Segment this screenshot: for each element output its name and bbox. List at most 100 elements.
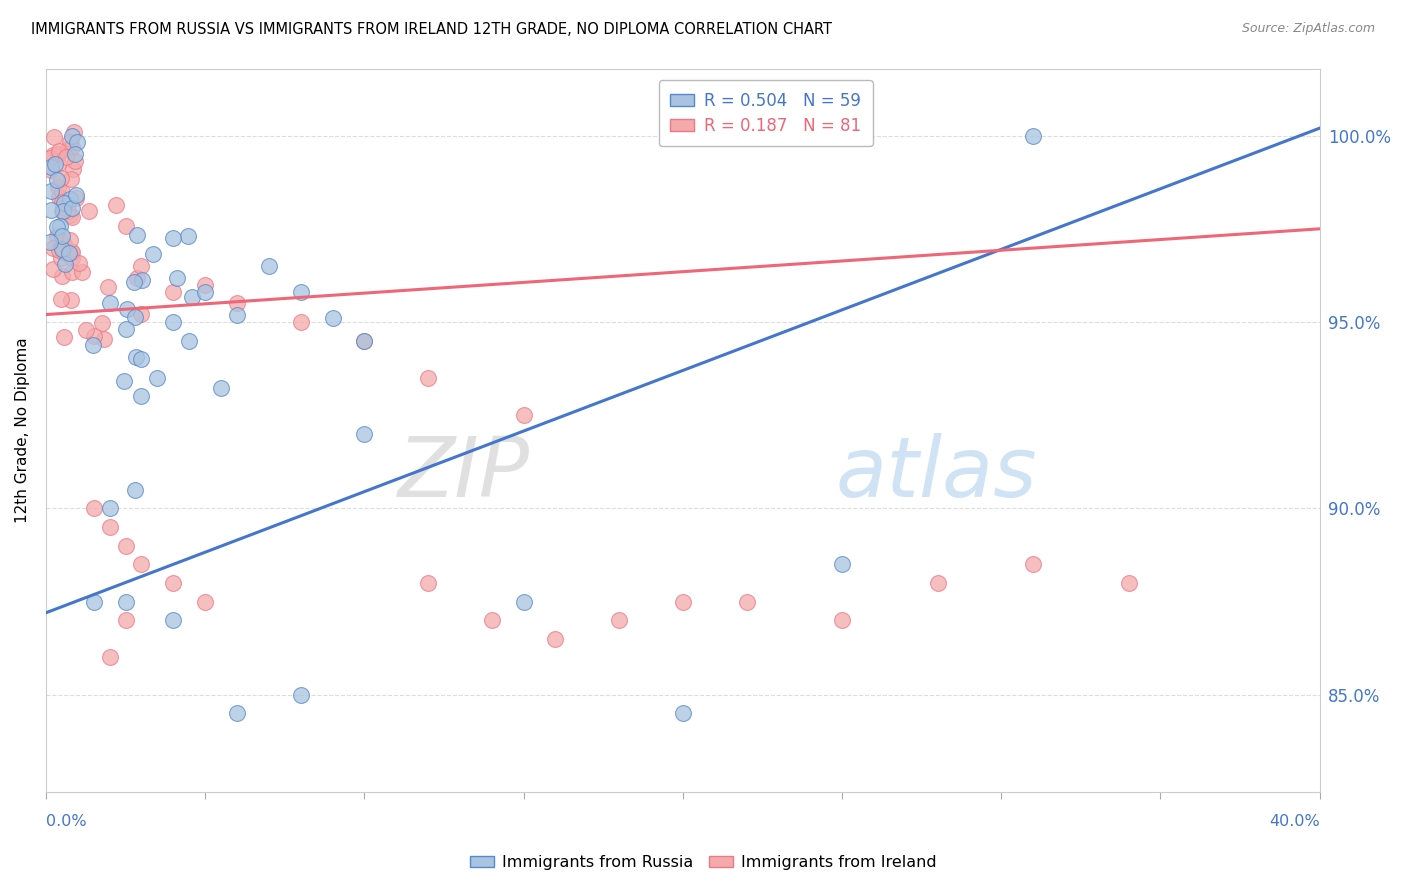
Point xyxy=(41,184,63,198)
Point xyxy=(52,201,75,215)
Point xyxy=(59,233,82,247)
Text: Source: ZipAtlas.com: Source: ZipAtlas.com xyxy=(1241,22,1375,36)
Point xyxy=(179,334,201,348)
Point xyxy=(53,236,76,251)
Point xyxy=(131,352,153,367)
Point xyxy=(322,311,344,326)
Point xyxy=(353,426,375,441)
Point xyxy=(65,188,87,202)
Point xyxy=(98,501,121,516)
Point xyxy=(48,189,70,203)
Point xyxy=(831,558,853,572)
Point xyxy=(51,242,73,256)
Y-axis label: 12th Grade, No Diploma: 12th Grade, No Diploma xyxy=(15,337,30,523)
Point xyxy=(45,173,67,187)
Point xyxy=(607,613,630,627)
Point xyxy=(290,688,312,702)
Point xyxy=(58,143,80,157)
Text: 40.0%: 40.0% xyxy=(1270,814,1320,829)
Point xyxy=(48,179,70,194)
Point xyxy=(114,539,136,553)
Point xyxy=(162,285,184,300)
Point xyxy=(42,129,65,144)
Point xyxy=(55,150,77,164)
Point xyxy=(75,323,97,337)
Point xyxy=(125,271,148,285)
Point xyxy=(51,204,73,219)
Point xyxy=(65,146,87,161)
Point xyxy=(115,301,138,316)
Point xyxy=(1118,576,1140,591)
Point xyxy=(512,408,534,422)
Legend: R = 0.504   N = 59, R = 0.187   N = 81: R = 0.504 N = 59, R = 0.187 N = 81 xyxy=(659,80,873,146)
Point xyxy=(77,203,100,218)
Point xyxy=(544,632,567,646)
Point xyxy=(209,381,232,395)
Point xyxy=(60,139,83,153)
Point xyxy=(1022,558,1045,572)
Point xyxy=(59,208,82,222)
Point xyxy=(63,153,86,168)
Point xyxy=(831,613,853,627)
Point xyxy=(226,296,249,310)
Point xyxy=(131,259,153,273)
Point xyxy=(51,171,73,186)
Point xyxy=(46,157,69,171)
Point xyxy=(39,163,62,178)
Point xyxy=(60,172,83,186)
Point xyxy=(39,160,62,174)
Point xyxy=(39,152,62,166)
Point xyxy=(180,290,202,304)
Point xyxy=(63,125,86,139)
Point xyxy=(60,128,83,143)
Point xyxy=(98,650,121,665)
Point xyxy=(290,315,312,329)
Point xyxy=(353,334,375,348)
Point xyxy=(91,316,114,330)
Point xyxy=(114,613,136,627)
Point xyxy=(194,594,217,608)
Point xyxy=(62,245,84,260)
Point xyxy=(105,198,128,212)
Point xyxy=(125,227,148,242)
Point xyxy=(672,706,695,721)
Point xyxy=(481,613,503,627)
Point xyxy=(114,594,136,608)
Point xyxy=(142,247,165,261)
Point xyxy=(51,185,73,199)
Point xyxy=(353,334,375,348)
Point xyxy=(162,315,184,329)
Point xyxy=(48,145,70,159)
Point xyxy=(65,191,87,205)
Text: 0.0%: 0.0% xyxy=(46,814,87,829)
Point xyxy=(124,483,146,497)
Point xyxy=(53,257,76,271)
Point xyxy=(194,285,217,300)
Point xyxy=(93,332,115,346)
Point xyxy=(52,204,75,219)
Point xyxy=(83,501,105,516)
Point xyxy=(39,202,62,217)
Legend: Immigrants from Russia, Immigrants from Ireland: Immigrants from Russia, Immigrants from … xyxy=(463,849,943,877)
Point xyxy=(124,310,146,325)
Point xyxy=(927,576,949,591)
Point xyxy=(257,259,280,273)
Point xyxy=(49,251,72,265)
Point xyxy=(51,195,73,210)
Point xyxy=(129,389,152,403)
Point xyxy=(51,235,73,250)
Text: IMMIGRANTS FROM RUSSIA VS IMMIGRANTS FROM IRELAND 12TH GRADE, NO DIPLOMA CORRELA: IMMIGRANTS FROM RUSSIA VS IMMIGRANTS FRO… xyxy=(31,22,832,37)
Point xyxy=(48,243,70,257)
Point xyxy=(53,330,76,344)
Point xyxy=(146,371,169,385)
Point xyxy=(97,280,120,294)
Point xyxy=(52,245,75,260)
Point xyxy=(38,235,60,249)
Text: atlas: atlas xyxy=(835,433,1038,514)
Point xyxy=(44,157,66,171)
Point xyxy=(60,245,83,260)
Point xyxy=(60,265,83,279)
Point xyxy=(131,558,153,572)
Point xyxy=(1022,128,1045,143)
Point xyxy=(290,285,312,300)
